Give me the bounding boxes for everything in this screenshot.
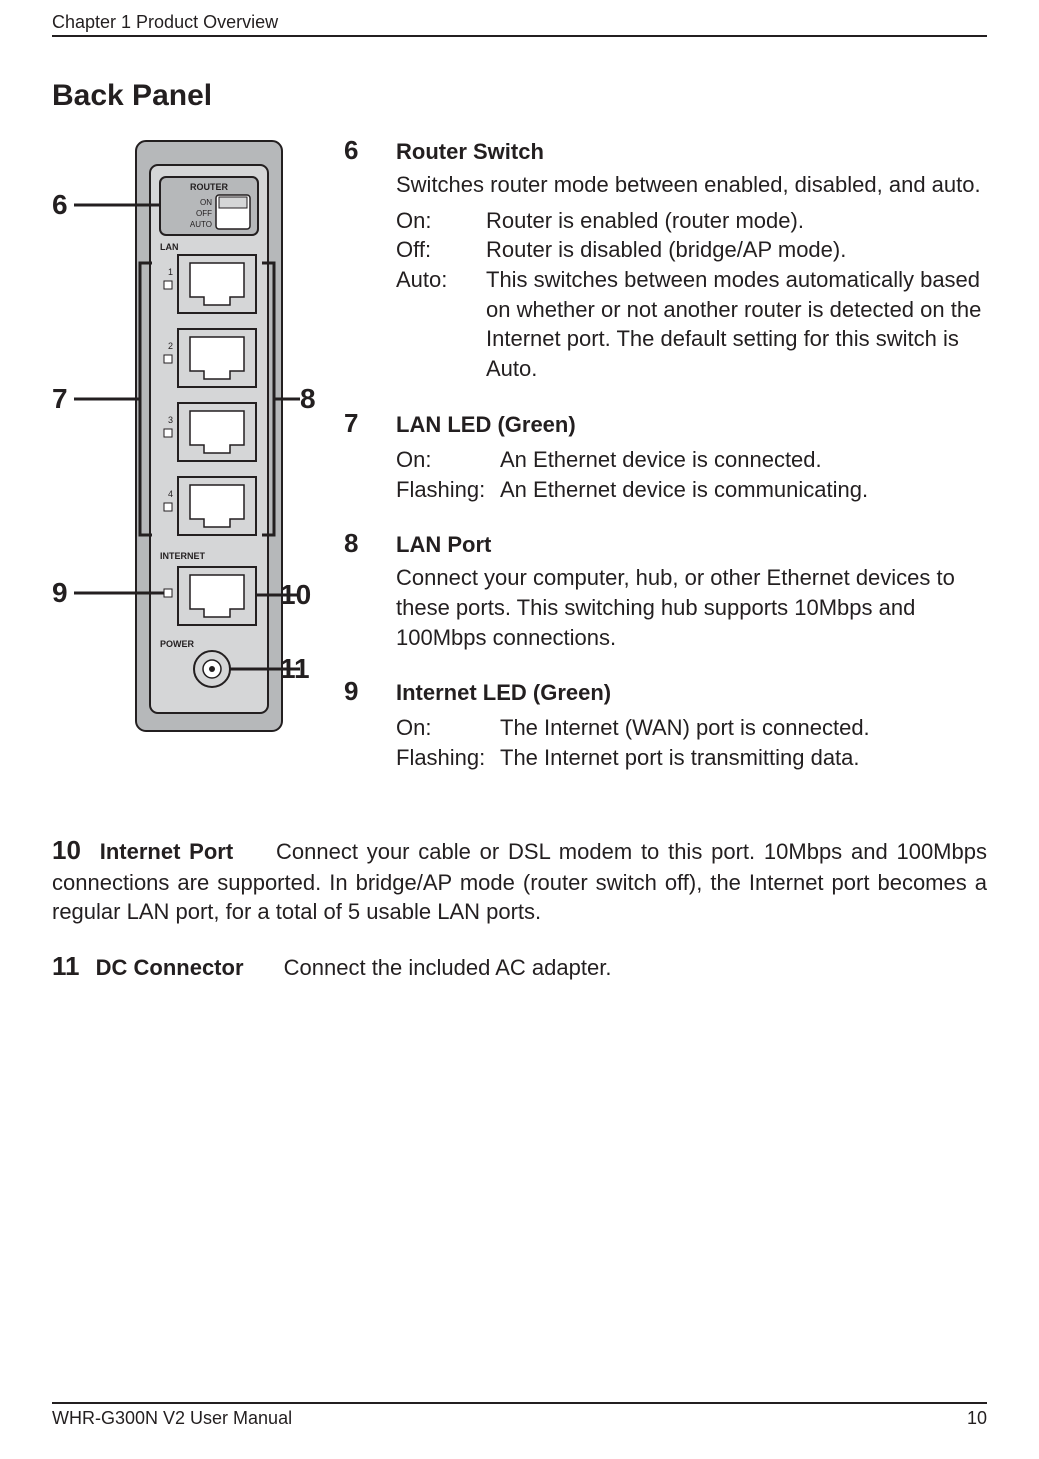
router-label: ROUTER: [190, 182, 229, 192]
item-num: 9: [344, 676, 378, 707]
def-label: On:: [396, 445, 500, 475]
def-label: On:: [396, 713, 500, 743]
upper-block: ROUTER ON OFF AUTO LAN 1 2: [52, 135, 987, 797]
item-title: Internet LED (Green): [396, 680, 611, 706]
svg-text:4: 4: [168, 489, 173, 499]
svg-text:2: 2: [168, 341, 173, 351]
item-10: 10 Internet Port Connect your cable or D…: [52, 833, 987, 927]
lan-label: LAN: [160, 242, 179, 252]
svg-text:1: 1: [168, 267, 173, 277]
footer-right: 10: [967, 1408, 987, 1429]
item-7: 7 LAN LED (Green) On:An Ethernet device …: [344, 408, 987, 504]
def-label: Flashing:: [396, 743, 500, 773]
auto-label: AUTO: [190, 220, 212, 229]
item-num: 10: [52, 835, 81, 865]
item-title: Internet Port: [100, 839, 233, 864]
item-8: 8 LAN Port Connect your computer, hub, o…: [344, 528, 987, 652]
callout-11: 11: [280, 653, 310, 685]
item-title: LAN LED (Green): [396, 412, 576, 438]
off-label: OFF: [196, 209, 212, 218]
callout-10: 10: [280, 579, 311, 611]
item-intro: Switches router mode between enabled, di…: [396, 170, 987, 200]
item-num: 11: [52, 951, 80, 981]
callout-7: 7: [52, 383, 68, 415]
item-body: Connect your computer, hub, or other Eth…: [396, 563, 987, 652]
callout-8: 8: [300, 383, 316, 415]
item-text: Connect the included AC adapter.: [284, 955, 612, 980]
item-title: DC Connector: [96, 955, 244, 980]
section-title: Back Panel: [52, 79, 987, 113]
item-title: LAN Port: [396, 532, 491, 558]
back-panel-diagram: ROUTER ON OFF AUTO LAN 1 2: [52, 135, 312, 785]
def-text: An Ethernet device is communicating.: [500, 475, 987, 505]
item-num: 6: [344, 135, 378, 166]
footer-left: WHR-G300N V2 User Manual: [52, 1408, 292, 1429]
lower-block: 10 Internet Port Connect your cable or D…: [52, 833, 987, 985]
def-label: On:: [396, 206, 486, 236]
chapter-text: Chapter 1 Product Overview: [52, 12, 278, 32]
def-text: The Internet (WAN) port is connected.: [500, 713, 987, 743]
on-label: ON: [200, 198, 212, 207]
item-num: 8: [344, 528, 378, 559]
def-label: Off:: [396, 235, 486, 265]
power-label: POWER: [160, 639, 195, 649]
callout-9: 9: [52, 577, 68, 609]
def-text: Router is disabled (bridge/AP mode).: [486, 235, 987, 265]
panel-svg: ROUTER ON OFF AUTO LAN 1 2: [52, 135, 312, 785]
item-9: 9 Internet LED (Green) On:The Internet (…: [344, 676, 987, 772]
item-title: Router Switch: [396, 139, 544, 165]
def-text: The Internet port is transmitting data.: [500, 743, 987, 773]
def-label: Auto:: [396, 265, 486, 384]
def-text: An Ethernet device is connected.: [500, 445, 987, 475]
def-text: Router is enabled (router mode).: [486, 206, 987, 236]
item-num: 7: [344, 408, 378, 439]
def-label: Flashing:: [396, 475, 500, 505]
item-6: 6 Router Switch Switches router mode bet…: [344, 135, 987, 384]
callout-6: 6: [52, 189, 68, 221]
page-header: Chapter 1 Product Overview: [52, 0, 987, 37]
item-11: 11 DC Connector Connect the included AC …: [52, 949, 987, 984]
page-footer: WHR-G300N V2 User Manual 10: [52, 1402, 987, 1429]
internet-label: INTERNET: [160, 551, 206, 561]
svg-text:3: 3: [168, 415, 173, 425]
description-column: 6 Router Switch Switches router mode bet…: [344, 135, 987, 797]
def-text: This switches between modes automaticall…: [486, 265, 987, 384]
